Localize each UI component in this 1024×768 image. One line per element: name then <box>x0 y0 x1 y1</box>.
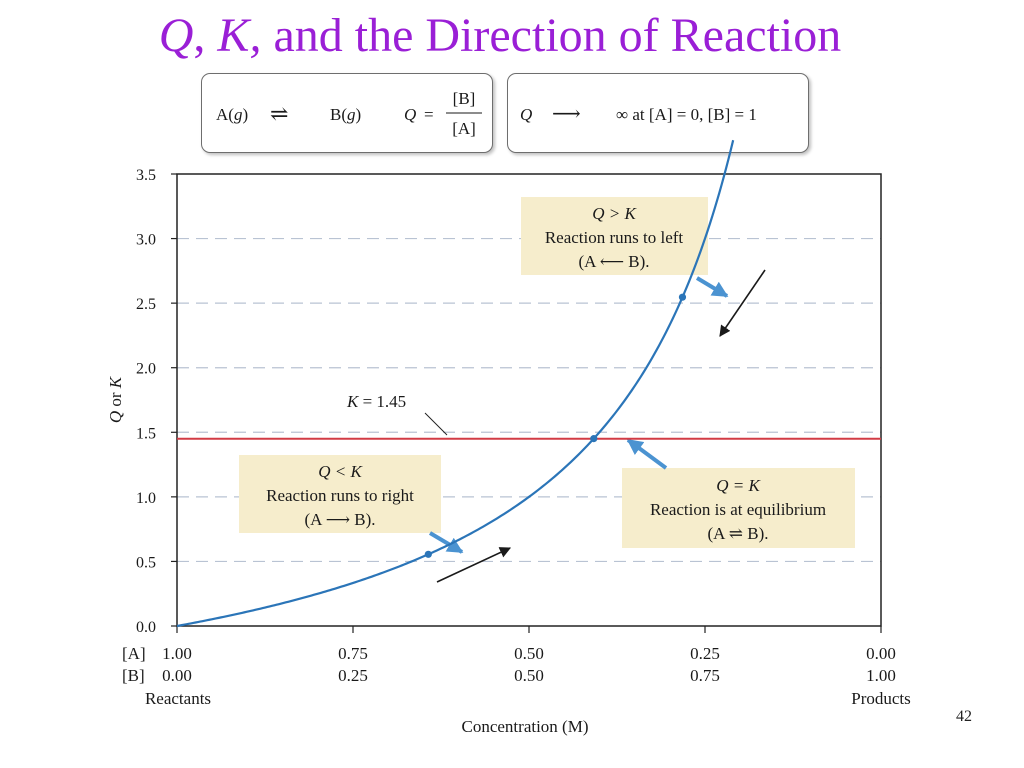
x-tick-label-a: 0.50 <box>514 644 544 663</box>
pointer-q-equals-k <box>626 438 668 470</box>
eq-equilibrium-arrow: ⇌ <box>270 101 288 126</box>
annotation-q-greater-k-bg <box>521 197 708 275</box>
point-q-equals-k <box>590 435 598 443</box>
reactants-label: Reactants <box>145 689 211 708</box>
y-tick-label: 0.0 <box>136 619 156 636</box>
annotation-q-greater-k-title: Q > K <box>592 204 637 223</box>
y-tick-label: 1.0 <box>136 490 156 507</box>
point-q-less-k <box>424 550 432 558</box>
annotation-q-less-k-bg <box>239 455 441 533</box>
title-rest: and the Direction of Reaction <box>261 9 842 62</box>
annotation-q-greater-k-reaction: (A ⟵ B). <box>578 252 649 271</box>
page-number: 42 <box>956 708 972 725</box>
direction-arrow-left <box>719 269 766 337</box>
annotation-q-equals-k-reaction: (A ⇌ B). <box>708 524 769 543</box>
annotation-q-equals-k-text: Reaction is at equilibrium <box>650 500 826 519</box>
annotation-q-less-k-reaction: (A ⟶ B). <box>304 510 375 529</box>
slide-title: Q, K, and the Direction of Reaction <box>0 6 1000 66</box>
y-tick-label: 2.5 <box>136 296 156 313</box>
x-axis: 1.00 0.00 0.75 0.25 0.50 0.50 0.25 0.75 0.00 1.00 <box>162 626 896 685</box>
eq-product: B( <box>330 105 347 124</box>
y-tick-label: 3.5 <box>136 167 156 184</box>
b-row-label: [B] <box>122 666 145 685</box>
equation-limit-svg: Q ⟶ ∞ at [A] = 0, [B] = 1 <box>520 103 757 125</box>
annotation-q-less-k: Q < K Reaction runs to right (A ⟶ B). <box>239 455 441 533</box>
annotation-q-greater-k: Q > K Reaction runs to left (A ⟵ B). <box>521 197 708 275</box>
k-line-label: K = 1.45 <box>346 392 406 411</box>
equation-ratio-svg: A(g) ⇌ B(g) Q = [B] [A] <box>216 89 482 138</box>
equation-box-ratio: A(g) ⇌ B(g) Q = [B] [A] <box>201 73 493 153</box>
k-label-leader <box>424 412 448 436</box>
eq2-q-label: Q <box>520 105 532 124</box>
eq-reactant-close: ) <box>242 105 248 124</box>
eq-reactant: A( <box>216 105 234 124</box>
x-tick-label-a: 1.00 <box>162 644 192 663</box>
a-row-label: [A] <box>122 644 146 663</box>
products-label: Products <box>851 689 911 708</box>
pointer-q-greater-k <box>695 276 729 298</box>
title-q: Q <box>158 9 194 62</box>
x-tick-label-a: 0.75 <box>338 644 368 663</box>
svg-text:A(g): A(g) <box>216 105 248 124</box>
eq-numerator: [B] <box>453 89 476 108</box>
x-axis-title: Concentration (M) <box>462 717 589 736</box>
y-axis-title: Q or K <box>106 375 125 423</box>
y-tick-label: 2.0 <box>136 361 156 378</box>
point-q-greater-k <box>678 293 687 301</box>
q-curve <box>176 139 735 628</box>
eq-reactant-phase: g <box>234 105 243 124</box>
eq-product-close: ) <box>356 105 362 124</box>
eq-product-phase: g <box>347 105 356 124</box>
annotation-q-equals-k-title: Q = K <box>716 476 761 495</box>
x-tick-label-b: 1.00 <box>866 666 896 685</box>
x-tick-label-b: 0.50 <box>514 666 544 685</box>
y-axis: 0.0 0.5 1.0 1.5 2.0 2.5 3.0 3.5 <box>136 167 177 636</box>
y-tick-label: 3.0 <box>136 232 156 249</box>
eq2-arrow: ⟶ <box>552 103 581 125</box>
eq-equals: = <box>424 105 434 124</box>
eq2-text: ∞ at [A] = 0, [B] = 1 <box>616 105 757 124</box>
annotation-q-equals-k: Q = K Reaction is at equilibrium (A ⇌ B)… <box>622 468 855 548</box>
eq-q-label: Q <box>404 105 416 124</box>
x-tick-label-b: 0.75 <box>690 666 720 685</box>
pointer-q-less-k <box>428 531 464 554</box>
title-sep: , <box>193 9 218 62</box>
eq-denominator: [A] <box>452 119 476 138</box>
x-tick-label-b: 0.00 <box>162 666 192 685</box>
annotation-q-equals-k-bg <box>622 468 855 548</box>
y-tick-label: 1.5 <box>136 425 156 442</box>
x-tick-label-a: 0.25 <box>690 644 720 663</box>
annotation-q-greater-k-text: Reaction runs to left <box>545 228 684 247</box>
x-tick-label-b: 0.25 <box>338 666 368 685</box>
title-k: K, <box>217 9 262 62</box>
svg-text:B(g): B(g) <box>330 105 361 124</box>
annotation-q-less-k-title: Q < K <box>318 462 363 481</box>
annotation-q-less-k-text: Reaction runs to right <box>266 486 414 505</box>
series-layer <box>176 139 881 628</box>
direction-arrow-right <box>436 547 512 583</box>
y-tick-label: 0.5 <box>136 554 156 571</box>
equation-box-limit: Q ⟶ ∞ at [A] = 0, [B] = 1 <box>507 73 809 153</box>
x-tick-label-a: 0.00 <box>866 644 896 663</box>
